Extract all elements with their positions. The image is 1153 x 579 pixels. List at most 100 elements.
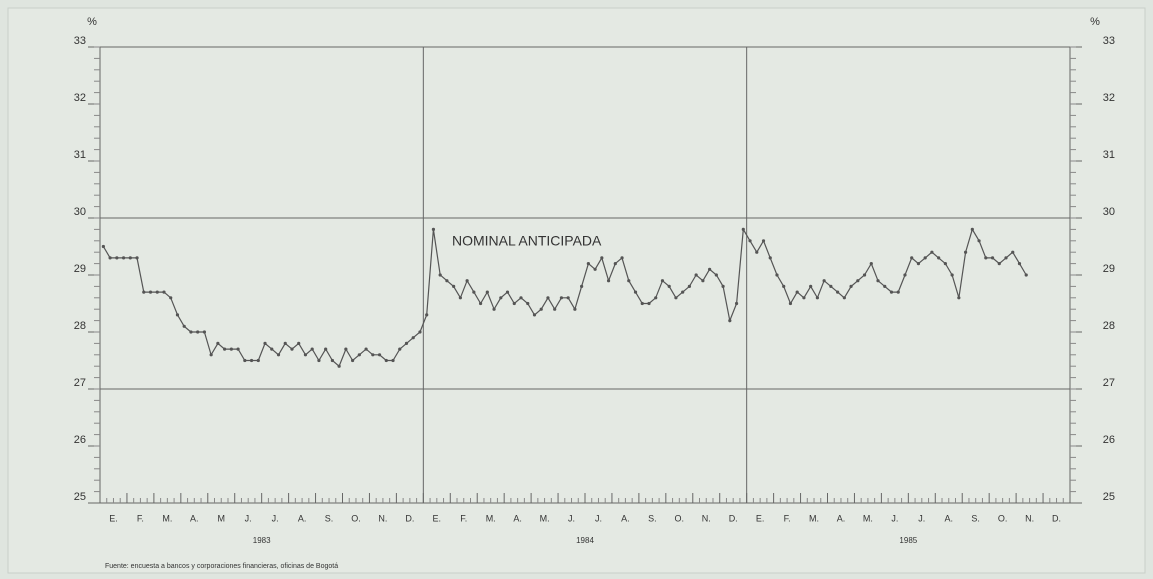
data-point bbox=[856, 279, 860, 283]
x-tick-label: S. bbox=[971, 513, 980, 523]
data-point bbox=[445, 279, 449, 283]
data-point bbox=[613, 262, 617, 266]
data-point bbox=[755, 250, 759, 254]
data-point bbox=[910, 256, 914, 260]
y2-tick-label: 33 bbox=[1103, 35, 1115, 47]
x-tick-label: J. bbox=[272, 513, 279, 523]
data-point bbox=[256, 358, 260, 363]
data-point bbox=[876, 279, 880, 283]
data-point bbox=[869, 262, 873, 266]
data-point bbox=[458, 296, 462, 300]
data-point bbox=[216, 341, 220, 345]
x-tick-label: J. bbox=[245, 513, 252, 523]
data-point bbox=[512, 301, 516, 306]
data-point bbox=[889, 290, 894, 294]
data-point bbox=[761, 239, 766, 243]
x-tick-label: A. bbox=[621, 513, 630, 523]
data-point bbox=[1011, 250, 1015, 254]
data-point bbox=[297, 341, 301, 345]
data-point bbox=[896, 290, 900, 294]
data-point bbox=[600, 256, 604, 260]
data-point bbox=[728, 319, 732, 323]
source: Fuente: encuesta a bancos y corporacione… bbox=[105, 563, 338, 570]
x-tick-label: M. bbox=[162, 513, 172, 523]
data-point bbox=[1024, 273, 1028, 277]
data-point bbox=[957, 296, 961, 300]
x-tick-label: N. bbox=[378, 513, 387, 523]
data-point bbox=[633, 290, 638, 294]
data-point bbox=[782, 284, 786, 288]
data-point bbox=[270, 347, 274, 351]
data-point bbox=[654, 296, 658, 300]
data-point bbox=[694, 273, 698, 277]
data-point bbox=[472, 290, 476, 294]
data-point bbox=[681, 290, 685, 294]
data-point bbox=[788, 301, 793, 306]
y-tick-label: 25 bbox=[74, 491, 86, 503]
data-point bbox=[802, 296, 806, 300]
data-point bbox=[566, 296, 570, 300]
data-point bbox=[546, 296, 550, 300]
data-point bbox=[223, 347, 227, 351]
data-point bbox=[977, 239, 981, 243]
x-tick-label: N. bbox=[702, 513, 711, 523]
data-point bbox=[371, 353, 375, 357]
x-tick-label: O. bbox=[351, 513, 361, 523]
data-point bbox=[620, 256, 624, 260]
data-point bbox=[950, 273, 954, 277]
y2-tick-label: 27 bbox=[1103, 377, 1115, 389]
data-point bbox=[162, 290, 166, 294]
data-point bbox=[822, 279, 826, 283]
x-tick-label: A. bbox=[298, 513, 307, 523]
data-point bbox=[903, 273, 907, 277]
data-point bbox=[963, 250, 968, 254]
right-unit: % bbox=[1090, 16, 1100, 28]
data-point bbox=[849, 284, 853, 288]
x-tick-label: M. bbox=[863, 513, 873, 523]
x-tick-label: O. bbox=[998, 513, 1008, 523]
data-point bbox=[344, 347, 348, 351]
data-point bbox=[492, 307, 496, 311]
data-point bbox=[674, 296, 678, 300]
data-point bbox=[202, 330, 207, 334]
y-tick-label: 27 bbox=[74, 377, 86, 389]
data-point bbox=[357, 353, 361, 357]
data-point bbox=[1017, 262, 1022, 266]
data-point bbox=[640, 301, 644, 306]
data-point bbox=[943, 262, 947, 266]
data-point bbox=[290, 347, 294, 351]
data-point bbox=[687, 284, 692, 288]
data-point bbox=[815, 296, 819, 300]
x-tick-label: J. bbox=[568, 513, 575, 523]
x-tick-label: D. bbox=[1052, 513, 1061, 523]
y-tick-label: 31 bbox=[74, 149, 86, 161]
data-point bbox=[175, 313, 180, 317]
data-point bbox=[108, 256, 112, 260]
x-tick-label: J. bbox=[918, 513, 925, 523]
y-tick-label: 33 bbox=[74, 35, 86, 47]
data-point bbox=[586, 262, 590, 266]
y-tick-label: 26 bbox=[74, 434, 86, 446]
data-point bbox=[351, 358, 355, 363]
data-point bbox=[970, 227, 974, 231]
data-point bbox=[593, 267, 597, 271]
data-point bbox=[249, 358, 254, 363]
x-tick-label: E. bbox=[433, 513, 442, 523]
data-point bbox=[229, 347, 233, 351]
x-tick-label: J. bbox=[595, 513, 602, 523]
data-point bbox=[559, 296, 564, 300]
x-tick-label: A. bbox=[190, 513, 199, 523]
x-tick-label: A. bbox=[513, 513, 522, 523]
y2-tick-label: 30 bbox=[1103, 206, 1115, 218]
y2-tick-label: 28 bbox=[1103, 320, 1115, 332]
y-tick-label: 30 bbox=[74, 206, 86, 218]
data-point bbox=[741, 227, 745, 231]
data-point bbox=[539, 307, 543, 311]
y2-tick-label: 32 bbox=[1103, 92, 1115, 104]
x-tick-label: F. bbox=[784, 513, 791, 523]
data-point bbox=[606, 279, 611, 283]
data-point bbox=[775, 273, 779, 277]
data-point bbox=[169, 296, 173, 300]
data-point bbox=[431, 227, 436, 231]
data-point bbox=[142, 290, 146, 294]
